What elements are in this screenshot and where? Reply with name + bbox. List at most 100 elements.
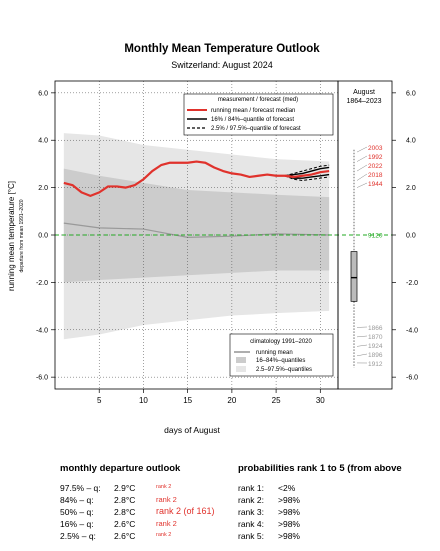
running-mean-line [63,160,294,198]
legend-entry-2-97: 2.5% / 97.5%–quantile of forecast [211,126,301,132]
probability-row: rank 1: <2% [238,483,388,495]
outlook-row-rank: rank 2 [156,484,172,490]
y-axis-label: running mean temperature [°C] [7,181,16,291]
probability-row-value: >98% [278,531,300,541]
probability-row-value: >98% [278,507,300,517]
probability-row-value: <2% [278,483,296,493]
y-tick-label-right: -6.0 [406,375,418,382]
probability-row-value: >98% [278,519,300,529]
probability-row-label: rank 5: [238,531,264,541]
outlook-row-value: 2.6°C [114,531,136,541]
main-plot-area: 5 10 15 20 25 30 6.0 4.0 2.0 0.0 -2.0 -4.0 -6.0 [36,80,392,405]
x-axis-label: days of August [164,425,220,435]
x-tick-label: 20 [227,396,236,405]
history-year-leader [356,173,368,181]
history-year-leader [356,164,368,172]
y-axis-sublabel: departure from mean 1991–2020 [19,199,25,272]
probability-row-label: rank 4: [238,519,264,529]
y-tick-label-left: 0.0 [38,233,48,240]
probability-row: rank 4: >98% [238,519,388,531]
climatology-band-16-84 [63,168,330,283]
outlook-row-label: 84% – q: [60,495,94,505]
history-year-leader [356,155,368,162]
x-tick-label: 10 [139,396,148,405]
x-tick-label: 15 [183,396,192,405]
forecast-q025-line [284,175,330,182]
y-tick-label-right: 6.0 [406,90,416,97]
y-tick-label-left: -2.0 [36,280,48,287]
outlook-row-rank: rank 2 [156,519,177,528]
history-panel: 6.0 4.0 2.0 0.0 -2.0 -4.0 -6.0 2003 1992 2022 2018… [337,80,418,390]
outlook-row-label: 50% – q: [60,507,94,517]
history-title-month: August [353,89,375,96]
outlook-row-value: 2.6°C [114,519,136,529]
y-tick-label-right: 4.0 [406,138,416,145]
probability-row-label: rank 2: [238,495,264,505]
probability-row: rank 2: >98% [238,495,388,507]
outlook-row-label: 2.5% – q: [60,531,96,541]
probability-row-label: rank 1: [238,483,264,493]
history-year-leader [356,335,368,338]
outlook-title: monthly departure outlook [60,463,181,474]
history-top-year-label: 1944 [368,181,383,188]
outlook-row-rank: rank 2 (of 161) [156,506,215,516]
outlook-row: 2.5% – q: 2.6°C rank 2 [60,531,240,543]
outlook-row-label: 16% – q: [60,519,94,529]
x-tick-label: 30 [316,396,325,405]
history-top-year-label: 1992 [368,154,383,161]
legend-entry-running-mean: running mean / forecast median [211,108,295,114]
forecast-median-line [284,169,330,179]
y-tick-label-left: -4.0 [36,327,48,334]
outlook-row-rank: rank 2 [156,532,172,538]
x-tick-label: 25 [272,396,281,405]
probability-row: rank 3: >98% [238,507,388,519]
outlook-row: 50% – q: 2.8°C rank 2 (of 161) [60,506,240,519]
history-top-year-label: 2022 [368,163,383,170]
legend-entry-clim-mean: running mean [256,350,293,356]
forecast-q975-line [284,164,330,177]
outlook-row-value: 2.9°C [114,483,136,493]
forecast-q84-line [284,166,330,177]
y-tick-label-right: -4.0 [406,327,418,334]
history-bottom-year-label: 1912 [368,361,383,368]
summary-section: monthly departure outlook probabilities … [0,455,440,551]
history-year-leader [356,182,368,188]
y-tick-label-left: 6.0 [38,90,48,97]
outlook-row: 16% – q: 2.6°C rank 2 [60,519,240,531]
y-tick-label-left: -6.0 [36,375,48,382]
chart-title: Monthly Mean Temperature Outlook [124,43,320,55]
legend-entry-16-84: 16% / 84%–quantile of forecast [211,117,294,123]
history-bottom-year-label: 1870 [368,334,383,341]
chart-subtitle: Switzerland: August 2024 [171,60,273,70]
probabilities-title: probabilities rank 1 to 5 (from above [238,463,402,474]
history-bottom-year-label: 1924 [368,343,383,350]
history-bottom-year-label: 1866 [368,325,383,332]
legend-climatology: climatology 1991–2020 running mean 16–84… [229,333,334,377]
outlook-row: 97.5% – q: 2.9°C rank 2 [60,483,240,495]
outlook-row-rank: rank 2 [156,495,177,504]
history-top-year-label: 2018 [368,172,383,179]
y-tick-label-left: 4.0 [38,138,48,145]
probability-row: rank 5: >98% [238,531,388,543]
probability-row-label: rank 3: [238,507,264,517]
legend-forecast-title: measurement / forecast (med) [218,97,298,103]
probability-row-value: >98% [278,495,300,505]
outlook-row-value: 2.8°C [114,507,136,517]
history-top-year-label: 2003 [368,145,383,152]
history-year-leader [356,353,368,357]
history-year-leader [356,146,368,153]
outlook-row-value: 2.8°C [114,495,136,505]
legend-entry-clim-16-84: 16–84%–quantiles [256,358,305,364]
x-tick-label: 5 [97,396,102,405]
outlook-row: 84% – q: 2.8°C rank 2 [60,495,240,507]
y-tick-label-right: -2.0 [406,280,418,287]
y-tick-label-right: 0.0 [406,233,416,240]
y-tick-label-right: 2.0 [406,185,416,192]
history-year-leader [356,344,368,347]
history-boxplot [350,251,358,302]
legend-climatology-title: climatology 1991–2020 [250,339,312,345]
outlook-row-label: 97.5% – q: [60,483,101,493]
figure: Monthly Mean Temperature Outlook Switzer… [7,43,418,435]
history-title-years: 1864–2023 [346,98,381,105]
history-bottom-year-label: 1896 [368,352,383,359]
